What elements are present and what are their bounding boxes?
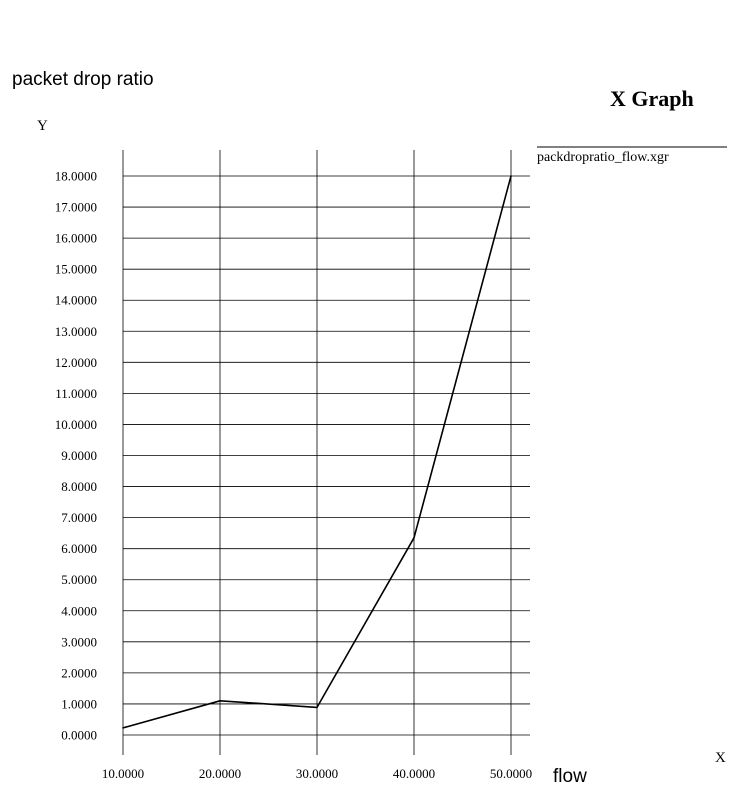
- x-tick-label: 20.0000: [199, 766, 241, 781]
- y-axis-label: Y: [37, 118, 48, 134]
- y-tick-label: 13.0000: [55, 324, 97, 339]
- y-tick-label: 0.0000: [61, 728, 97, 743]
- y-tick-label: 2.0000: [61, 665, 97, 680]
- y-tick-label: 18.0000: [55, 169, 97, 184]
- window-title: X Graph: [610, 86, 694, 111]
- y-tick-label: 5.0000: [61, 572, 97, 587]
- x-axis-label: flow: [553, 766, 587, 787]
- x-axis-ticks: 10.0000 20.0000 30.0000 40.0000 50.0000: [102, 766, 532, 781]
- y-tick-label: 7.0000: [61, 510, 97, 525]
- data-point: [122, 727, 124, 729]
- y-tick-label: 8.0000: [61, 479, 97, 494]
- x-tick-label: 10.0000: [102, 766, 144, 781]
- y-tick-label: 11.0000: [55, 386, 97, 401]
- x-tick-label: 40.0000: [393, 766, 435, 781]
- y-tick-label: 9.0000: [61, 448, 97, 463]
- series-layer: [122, 175, 512, 729]
- data-point: [510, 175, 512, 177]
- chart-title: packet drop ratio: [12, 69, 154, 90]
- data-point: [219, 700, 221, 702]
- x-tick-label: 30.0000: [296, 766, 338, 781]
- y-tick-label: 6.0000: [61, 541, 97, 556]
- y-tick-label: 17.0000: [55, 200, 97, 215]
- y-tick-label: 10.0000: [55, 417, 97, 432]
- data-point: [413, 536, 415, 539]
- x-tick-label: 50.0000: [490, 766, 532, 781]
- data-point: [316, 706, 318, 709]
- y-tick-label: 14.0000: [55, 293, 97, 308]
- y-tick-label: 16.0000: [55, 231, 97, 246]
- grid: [122, 150, 530, 755]
- x-axis-corner-label: X: [715, 750, 726, 766]
- legend-label: packdropratio_flow.xgr: [537, 150, 669, 165]
- y-tick-label: 1.0000: [61, 696, 97, 711]
- y-axis-ticks: 0.0000 1.0000 2.0000 3.0000 4.0000 5.0000 6.00…: [55, 169, 97, 743]
- y-tick-label: 4.0000: [61, 603, 97, 618]
- y-tick-label: 3.0000: [61, 634, 97, 649]
- y-tick-label: 15.0000: [55, 262, 97, 277]
- y-tick-label: 12.0000: [55, 355, 97, 370]
